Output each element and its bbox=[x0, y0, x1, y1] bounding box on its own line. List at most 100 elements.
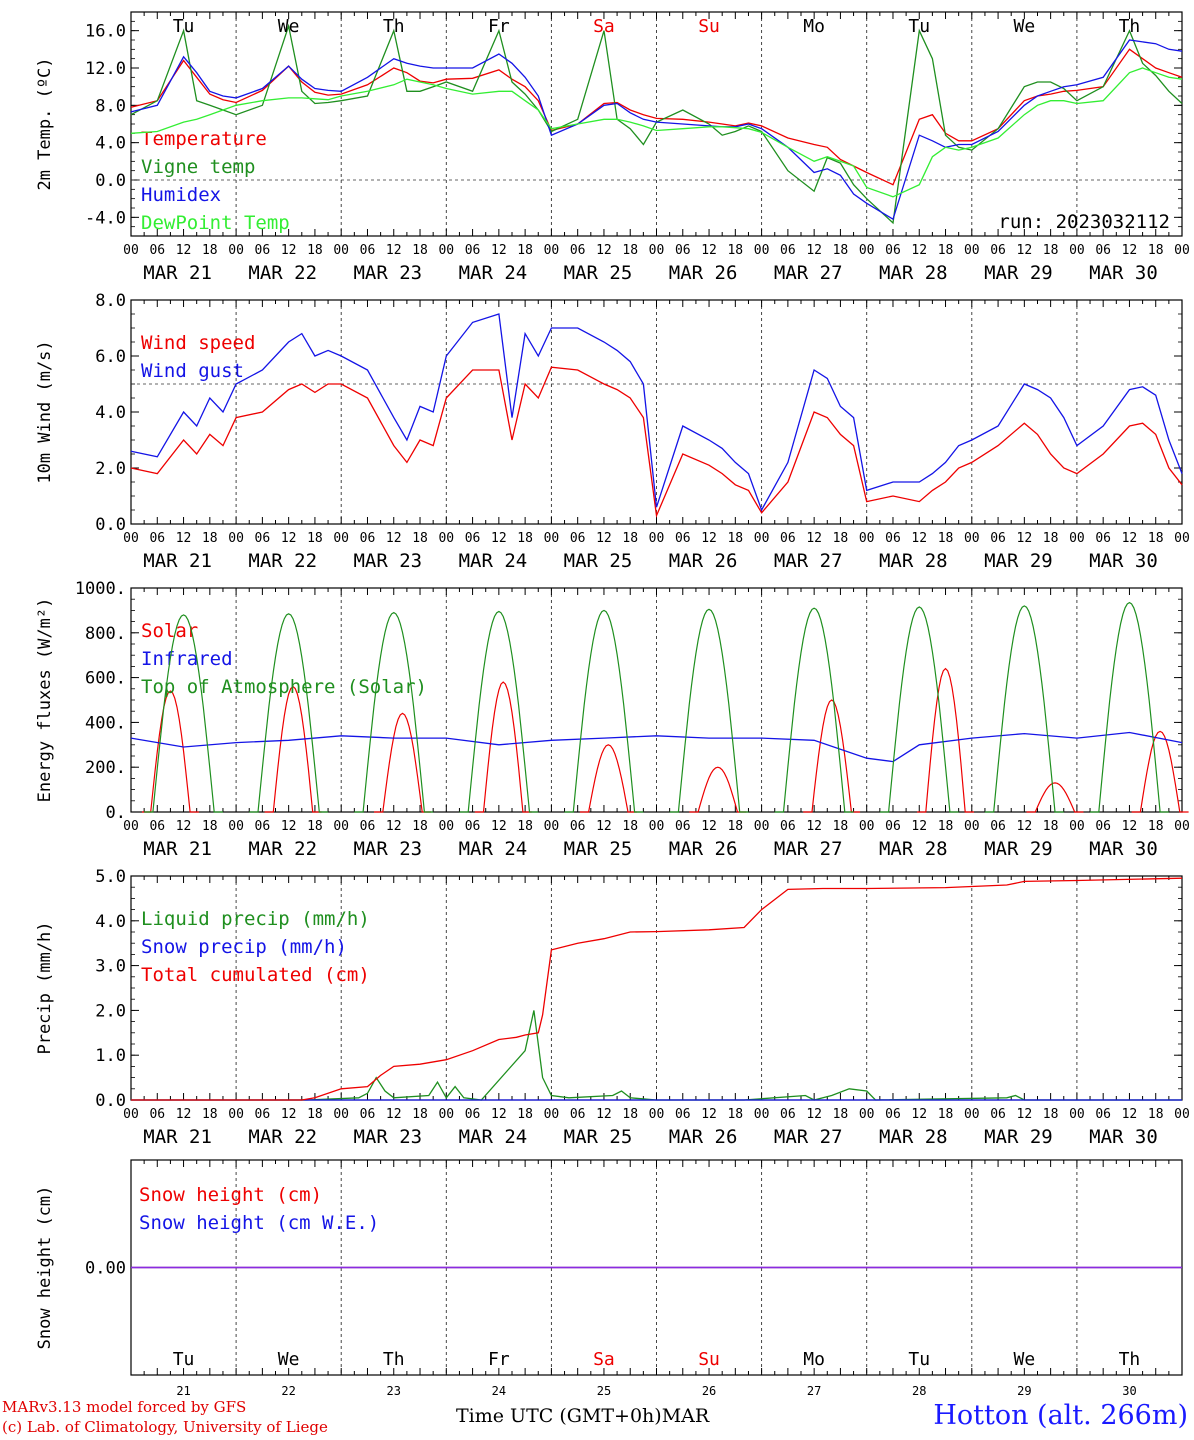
panel-frame bbox=[130, 587, 1183, 813]
date-label: MAR 27 bbox=[774, 262, 843, 284]
hour-label: 00 bbox=[754, 819, 770, 834]
hour-label: 00 bbox=[964, 1107, 980, 1122]
hour-label: 12 bbox=[911, 819, 927, 834]
legend-humidex: Humidex bbox=[141, 184, 221, 206]
date-label: MAR 26 bbox=[669, 262, 738, 284]
hour-label: 12 bbox=[701, 531, 717, 546]
hour-label: 18 bbox=[412, 1107, 428, 1122]
day-name: Th bbox=[383, 1349, 405, 1370]
hour-label: 18 bbox=[622, 531, 638, 546]
hour-label: 00 bbox=[333, 819, 349, 834]
hour-label: 18 bbox=[1148, 243, 1164, 258]
hour-label: 12 bbox=[1017, 531, 1033, 546]
series-top-of-atmosphere-solar-day bbox=[354, 611, 434, 813]
day-number: 22 bbox=[281, 1384, 295, 1398]
hour-label: 06 bbox=[570, 819, 586, 834]
hour-label: 06 bbox=[570, 1107, 586, 1122]
y-tick-label: 400. bbox=[85, 713, 126, 733]
day-number: 23 bbox=[387, 1384, 401, 1398]
hour-label: 00 bbox=[1174, 1107, 1190, 1122]
date-label: MAR 23 bbox=[353, 262, 422, 284]
hour-label: 00 bbox=[964, 819, 980, 834]
series-dewpoint-temp bbox=[130, 67, 1183, 198]
meteogram-svg: -4.0 0.0 4.0 8.0 12.0 16.0 2m Temp. (ºC) Temper… bbox=[35, 11, 1190, 1398]
series-solar-day bbox=[264, 685, 322, 813]
hour-label: 18 bbox=[1148, 1107, 1164, 1122]
hour-label: 00 bbox=[649, 243, 665, 258]
series-infrared bbox=[130, 731, 1183, 763]
hour-label: 00 bbox=[544, 819, 560, 834]
credit-model: MARv3.13 model forced by GFS bbox=[2, 1398, 247, 1416]
day-name: Sa bbox=[593, 1349, 615, 1370]
series-solar-day bbox=[1131, 730, 1189, 813]
hour-label: 18 bbox=[202, 531, 218, 546]
hour-label: 18 bbox=[1043, 531, 1059, 546]
day-name: We bbox=[1014, 16, 1036, 37]
hour-label: 06 bbox=[990, 1107, 1006, 1122]
run-annotation: run: 2023032112 bbox=[998, 211, 1170, 233]
legend-top-of-atmosphere-solar: Top of Atmosphere (Solar) bbox=[141, 676, 427, 698]
hour-label: 06 bbox=[780, 1107, 796, 1122]
hour-label: 00 bbox=[228, 1107, 244, 1122]
date-label: MAR 27 bbox=[774, 838, 843, 860]
hour-label: 06 bbox=[780, 819, 796, 834]
date-label: MAR 23 bbox=[353, 838, 422, 860]
day-number: 24 bbox=[492, 1384, 506, 1398]
hour-label: 00 bbox=[1174, 531, 1190, 546]
hour-label: 12 bbox=[701, 243, 717, 258]
hour-label: 12 bbox=[596, 819, 612, 834]
hour-label: 06 bbox=[570, 243, 586, 258]
day-number: 21 bbox=[176, 1384, 190, 1398]
day-name: Su bbox=[698, 16, 720, 37]
y-tick-label: 1.0 bbox=[95, 1046, 126, 1066]
series-humidex bbox=[130, 39, 1183, 221]
hour-label: 00 bbox=[544, 243, 560, 258]
hour-label: 00 bbox=[859, 531, 875, 546]
y-axis-label: Energy fluxes (W/m²) bbox=[35, 598, 55, 803]
date-label: MAR 25 bbox=[564, 838, 633, 860]
y-tick-label: 3.0 bbox=[95, 957, 126, 977]
hour-label: 18 bbox=[412, 819, 428, 834]
hour-label: 06 bbox=[149, 819, 165, 834]
hour-label: 12 bbox=[1017, 243, 1033, 258]
hour-label: 12 bbox=[176, 243, 192, 258]
hour-label: 12 bbox=[281, 819, 297, 834]
legend-snow-precip-mm-h: Snow precip (mm/h) bbox=[141, 936, 347, 958]
hour-label: 18 bbox=[202, 1107, 218, 1122]
date-label: MAR 29 bbox=[984, 838, 1053, 860]
hour-label: 12 bbox=[176, 531, 192, 546]
date-label: MAR 23 bbox=[353, 550, 422, 572]
hour-label: 06 bbox=[780, 531, 796, 546]
series-solar-day bbox=[374, 712, 431, 813]
credit-lab: (c) Lab. of Climatology, University of L… bbox=[2, 1418, 328, 1436]
hour-label: 00 bbox=[649, 819, 665, 834]
series-total-cumulated-cm bbox=[131, 877, 1183, 1101]
hour-label: 12 bbox=[491, 243, 507, 258]
legend-liquid-precip-mm-h: Liquid precip (mm/h) bbox=[141, 908, 370, 930]
date-label: MAR 26 bbox=[669, 838, 738, 860]
hour-label: 00 bbox=[438, 243, 454, 258]
hour-label: 00 bbox=[964, 531, 980, 546]
date-label: MAR 21 bbox=[143, 550, 212, 572]
y-tick-label: 16.0 bbox=[85, 22, 126, 42]
hour-label: 06 bbox=[465, 819, 481, 834]
hour-label: 18 bbox=[1043, 1107, 1059, 1122]
panel-frame bbox=[130, 299, 1183, 525]
hour-label: 18 bbox=[202, 243, 218, 258]
series-solar-day bbox=[579, 744, 637, 813]
hour-label: 18 bbox=[938, 243, 954, 258]
hour-label: 06 bbox=[780, 243, 796, 258]
hour-label: 06 bbox=[465, 1107, 481, 1122]
hour-label: 18 bbox=[412, 531, 428, 546]
series-top-of-atmosphere-solar-day bbox=[774, 607, 854, 813]
day-name: Th bbox=[383, 16, 405, 37]
day-name: Tu bbox=[908, 16, 930, 37]
hour-label: 06 bbox=[360, 531, 376, 546]
day-number: 30 bbox=[1122, 1384, 1136, 1398]
hour-label: 12 bbox=[1122, 243, 1138, 258]
y-tick-label: 0.0 bbox=[95, 1091, 126, 1111]
legend-solar: Solar bbox=[141, 620, 198, 642]
hour-label: 06 bbox=[360, 243, 376, 258]
date-label: MAR 23 bbox=[353, 1126, 422, 1148]
